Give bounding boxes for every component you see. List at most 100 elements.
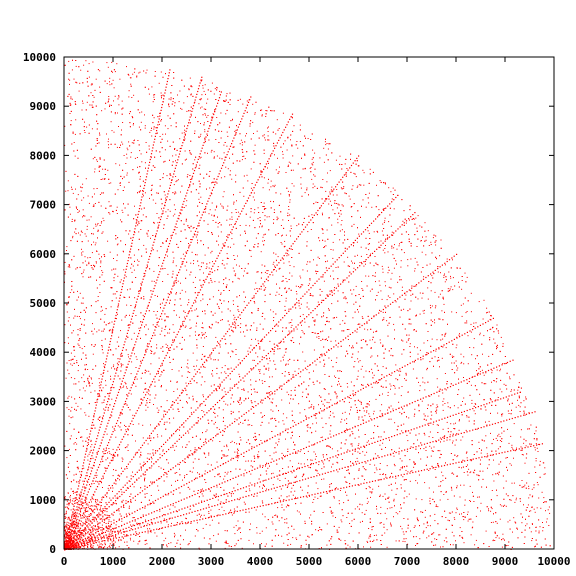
data-point bbox=[535, 443, 537, 445]
data-point bbox=[152, 449, 154, 451]
data-point bbox=[108, 201, 110, 203]
data-point bbox=[330, 511, 332, 513]
data-point bbox=[232, 119, 233, 121]
data-point bbox=[132, 124, 134, 126]
data-point bbox=[306, 263, 308, 265]
data-point bbox=[183, 461, 185, 463]
data-point bbox=[499, 504, 501, 506]
data-point bbox=[355, 176, 357, 178]
data-point bbox=[179, 468, 180, 470]
data-point bbox=[202, 527, 204, 529]
data-point bbox=[343, 186, 345, 188]
data-point bbox=[69, 530, 71, 532]
data-point bbox=[194, 159, 196, 161]
data-point bbox=[136, 157, 138, 158]
data-point bbox=[78, 381, 80, 383]
data-point bbox=[80, 511, 82, 513]
data-point bbox=[76, 499, 78, 501]
data-point bbox=[77, 530, 78, 532]
data-point bbox=[74, 516, 76, 517]
data-point bbox=[292, 155, 294, 157]
data-point bbox=[305, 543, 307, 545]
data-point bbox=[198, 137, 200, 138]
data-point bbox=[184, 129, 186, 131]
data-point bbox=[393, 323, 395, 325]
data-point bbox=[74, 497, 76, 499]
data-point bbox=[111, 269, 113, 271]
data-point bbox=[107, 516, 109, 518]
data-point bbox=[209, 209, 211, 211]
data-point bbox=[67, 190, 69, 192]
data-point bbox=[168, 104, 170, 106]
data-point bbox=[198, 547, 200, 549]
data-point bbox=[437, 386, 439, 388]
data-point bbox=[292, 435, 293, 437]
data-point bbox=[522, 454, 524, 456]
data-point bbox=[291, 472, 293, 474]
data-point bbox=[92, 545, 94, 547]
data-point bbox=[179, 292, 181, 294]
data-point bbox=[263, 479, 265, 481]
data-point bbox=[182, 321, 184, 323]
data-point bbox=[288, 195, 290, 197]
data-point bbox=[444, 273, 445, 275]
data-point bbox=[361, 261, 362, 263]
data-point bbox=[176, 381, 178, 383]
data-point bbox=[78, 531, 80, 533]
data-point bbox=[165, 197, 167, 199]
data-point bbox=[374, 341, 376, 343]
data-point bbox=[242, 422, 244, 424]
data-point bbox=[390, 278, 392, 280]
data-point bbox=[86, 449, 88, 451]
data-point bbox=[286, 149, 288, 151]
data-point bbox=[66, 250, 67, 251]
data-point bbox=[88, 541, 90, 543]
data-point bbox=[275, 514, 277, 516]
data-point bbox=[452, 440, 454, 442]
data-point bbox=[148, 93, 150, 95]
data-point bbox=[410, 300, 412, 302]
data-point bbox=[99, 292, 101, 293]
data-point bbox=[439, 366, 440, 368]
data-point bbox=[194, 101, 196, 103]
data-point bbox=[80, 546, 81, 548]
data-point bbox=[311, 158, 313, 160]
data-point bbox=[187, 304, 189, 306]
data-point bbox=[349, 434, 351, 436]
data-point bbox=[439, 499, 441, 501]
data-point bbox=[456, 336, 458, 338]
data-point bbox=[362, 475, 364, 477]
data-point bbox=[368, 535, 370, 537]
data-point bbox=[543, 497, 545, 499]
data-point bbox=[327, 260, 328, 262]
data-point bbox=[292, 337, 294, 339]
data-point bbox=[337, 218, 339, 220]
data-point bbox=[178, 101, 180, 103]
data-point bbox=[99, 86, 101, 88]
data-point bbox=[73, 542, 75, 544]
data-point bbox=[100, 543, 102, 545]
data-point bbox=[150, 130, 152, 131]
data-point bbox=[378, 280, 380, 282]
data-point bbox=[100, 373, 102, 375]
data-point bbox=[379, 339, 381, 341]
data-point bbox=[499, 370, 501, 372]
data-point bbox=[110, 539, 112, 541]
data-point bbox=[89, 505, 91, 507]
data-point bbox=[107, 370, 109, 372]
data-point bbox=[467, 464, 468, 466]
data-point bbox=[159, 123, 160, 125]
data-point bbox=[109, 81, 110, 83]
data-point bbox=[121, 520, 123, 522]
data-point bbox=[238, 265, 240, 267]
data-point bbox=[68, 503, 70, 504]
data-point bbox=[75, 402, 77, 404]
data-point bbox=[302, 391, 304, 393]
data-point bbox=[101, 533, 102, 535]
data-point bbox=[65, 533, 67, 535]
data-point bbox=[213, 93, 215, 95]
data-point bbox=[86, 524, 88, 526]
data-point bbox=[118, 539, 120, 541]
data-point bbox=[387, 266, 389, 268]
data-point bbox=[215, 139, 217, 140]
